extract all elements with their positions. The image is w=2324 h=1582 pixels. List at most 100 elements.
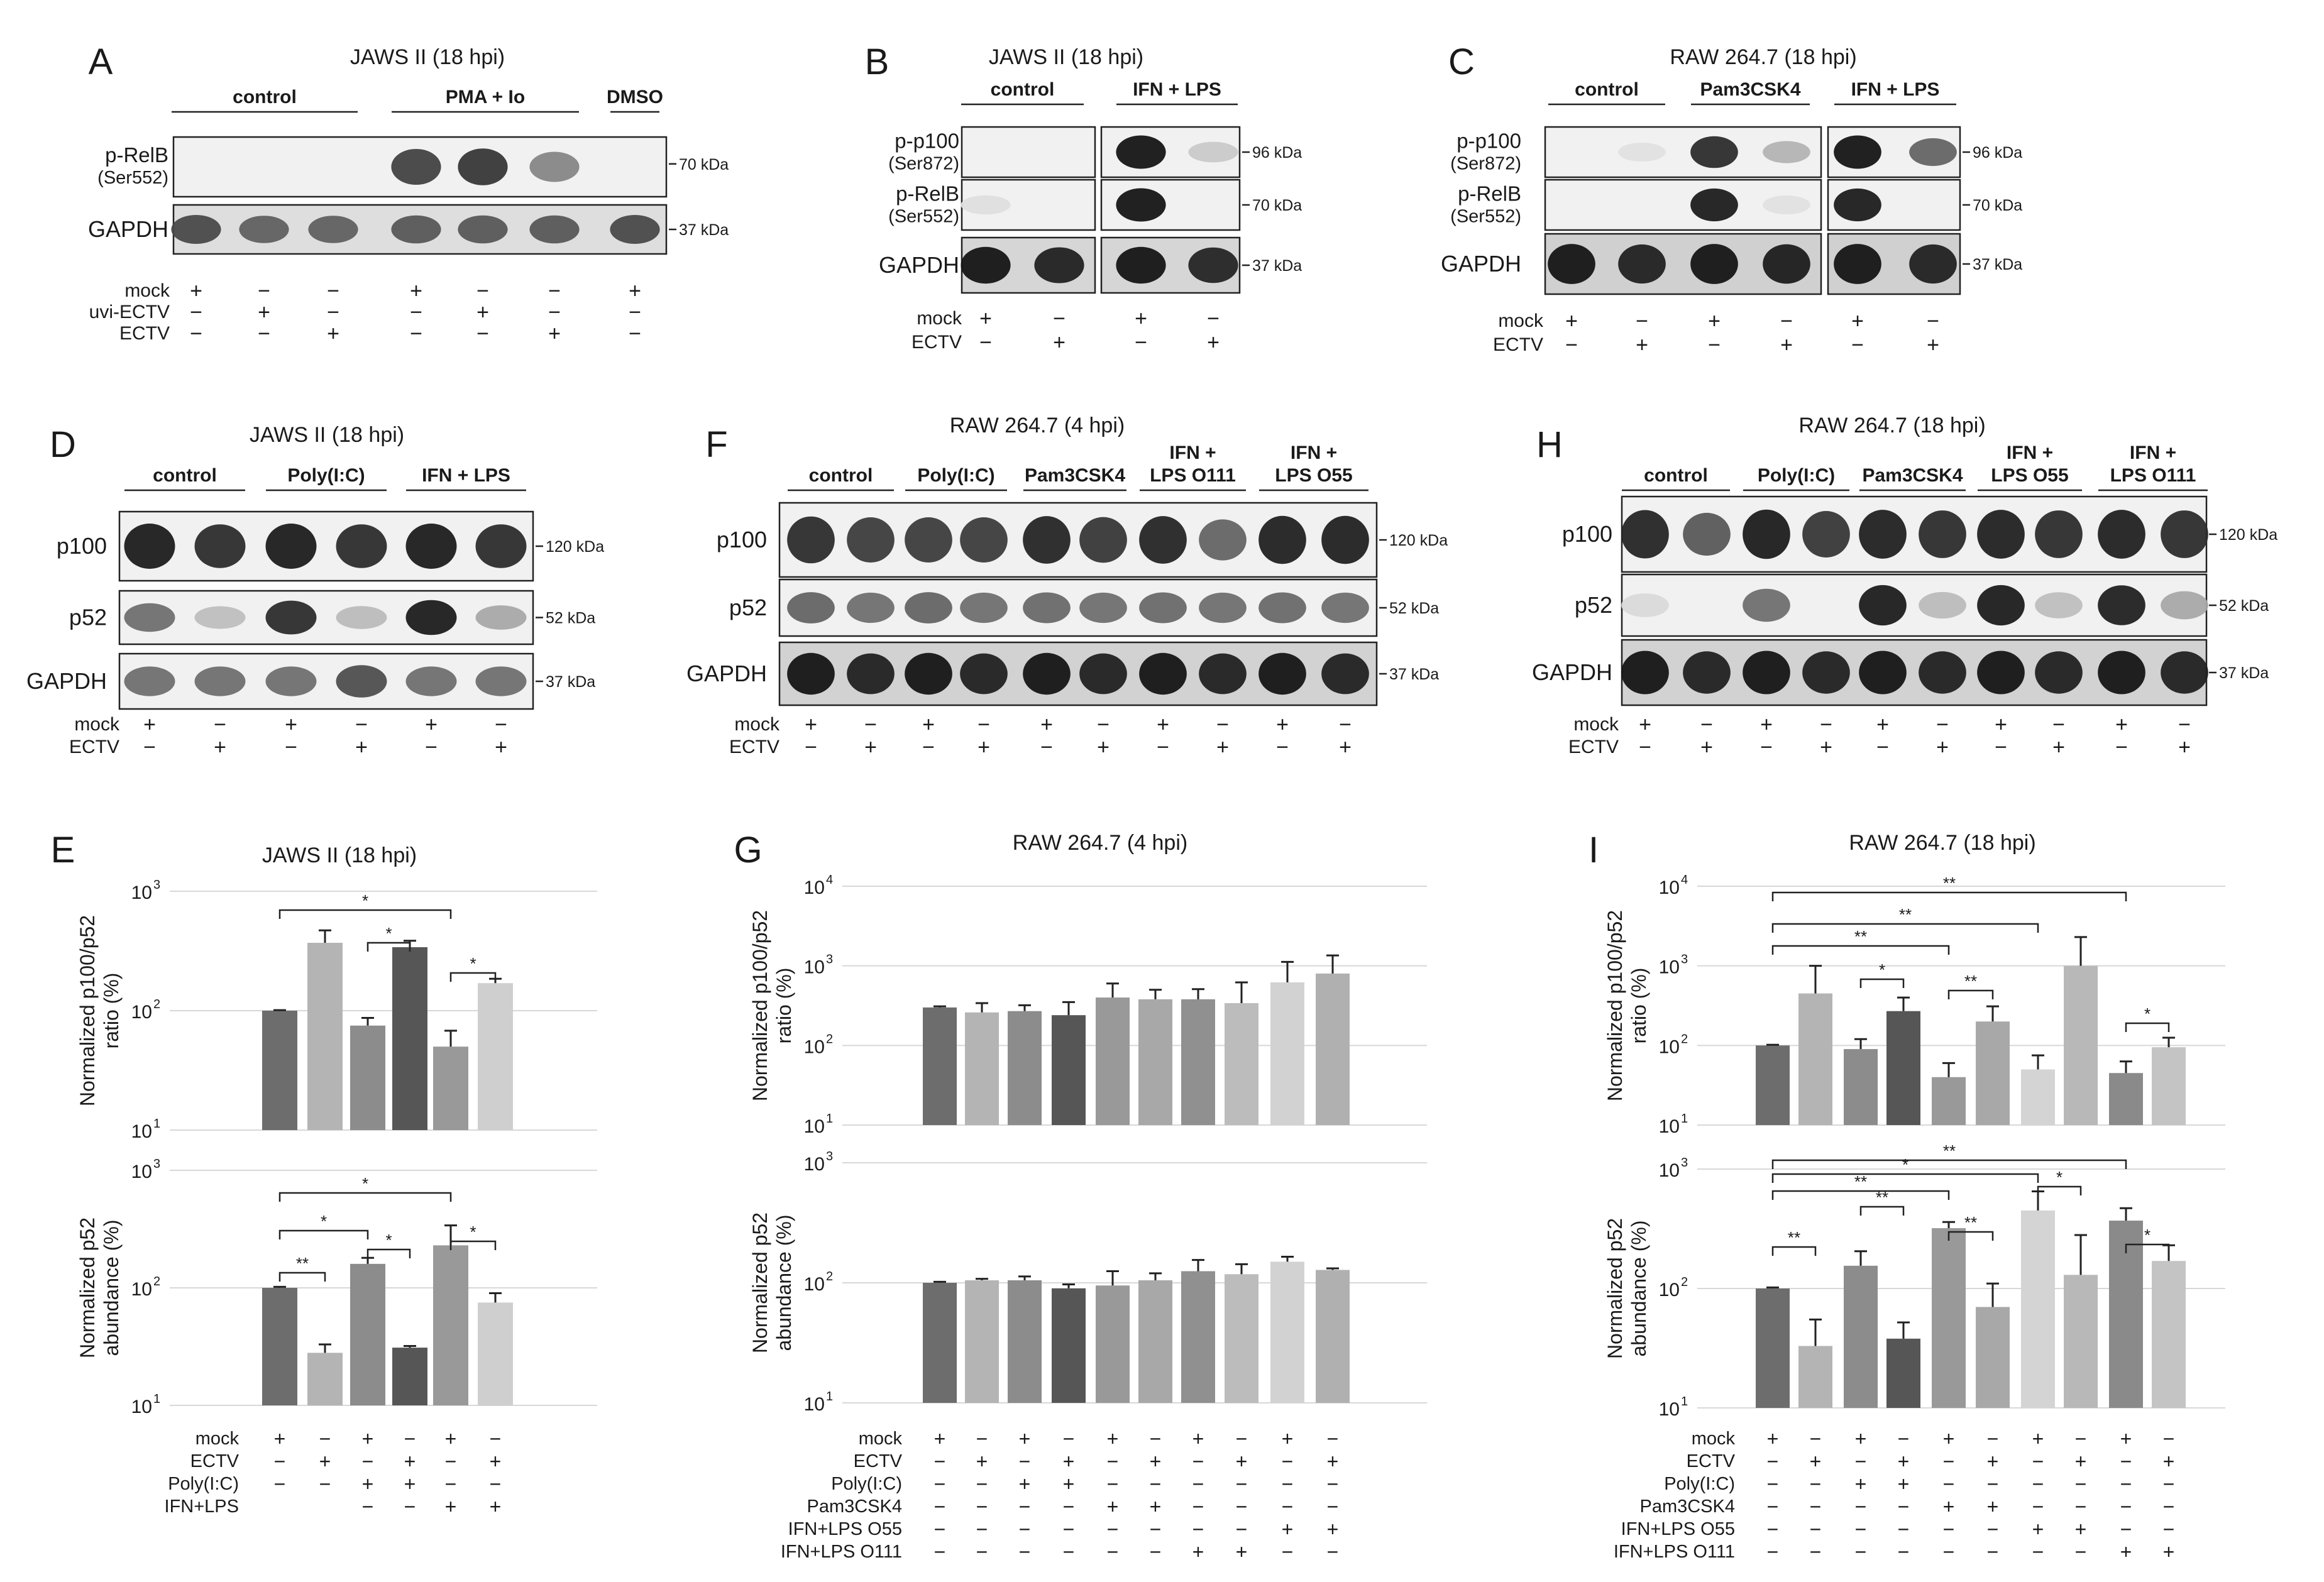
condition-sign: − — [1282, 1473, 1294, 1495]
condition-sign: − — [2163, 1473, 2175, 1495]
blot-band — [1690, 188, 1738, 222]
condition-label: mock — [917, 308, 962, 329]
condition-sign: − — [2120, 1473, 2132, 1495]
bar-0 — [262, 1011, 297, 1130]
blot-band — [1116, 246, 1166, 284]
y-axis-label-line2: ratio (%) — [773, 968, 795, 1044]
blot-band — [1321, 515, 1369, 564]
condition-sign: + — [1019, 1427, 1031, 1450]
y-tick-base: 10 — [131, 882, 152, 903]
significance-bracket — [1947, 989, 1994, 999]
blot-band — [475, 605, 527, 630]
condition-sign: + — [1936, 735, 1949, 759]
condition-sign: − — [1063, 1427, 1075, 1450]
blot-band — [265, 524, 317, 569]
condition-sign: − — [1150, 1473, 1162, 1495]
condition-sign: − — [2032, 1473, 2044, 1495]
blot-group-label: Poly(I:C) — [917, 465, 994, 486]
blot-band — [1919, 510, 1966, 558]
condition-sign: − — [934, 1473, 946, 1495]
row-label: GAPDH — [686, 661, 767, 686]
condition-sign: − — [1282, 1541, 1294, 1563]
blot-band — [961, 246, 1011, 284]
y-tick-base: 10 — [131, 1162, 152, 1182]
condition-sign: − — [445, 1450, 457, 1473]
condition-sign: − — [1855, 1518, 1867, 1541]
condition-sign: + — [1780, 333, 1793, 357]
y-tick-base: 10 — [131, 1121, 152, 1142]
blot-band — [124, 666, 175, 696]
blot-band — [787, 592, 835, 623]
y-axis-label-line1: Normalized p52 — [76, 1217, 99, 1358]
condition-sign: − — [922, 735, 935, 759]
condition-sign: + — [319, 1450, 331, 1473]
condition-sign: − — [2163, 1518, 2175, 1541]
y-tick-exp: 3 — [1681, 953, 1688, 967]
blot-band — [391, 149, 441, 185]
blot-membrane — [961, 126, 1096, 179]
blot-band — [1034, 247, 1084, 283]
bar-3 — [1052, 1288, 1086, 1403]
condition-sign: − — [1987, 1518, 1999, 1541]
condition-sign: − — [548, 279, 561, 303]
condition-sign: + — [2163, 1541, 2175, 1563]
significance-bracket — [1771, 891, 2127, 901]
condition-sign: + — [1150, 1495, 1162, 1518]
condition-sign: + — [1150, 1450, 1162, 1473]
bar-5 — [1976, 1021, 2010, 1125]
condition-sign: + — [1639, 713, 1651, 737]
blot-band — [1802, 511, 1850, 558]
bar-6 — [2021, 1069, 2055, 1125]
condition-sign: − — [1192, 1450, 1204, 1473]
bar-5 — [478, 1302, 513, 1405]
blot-band — [960, 653, 1008, 695]
condition-sign: + — [362, 1473, 374, 1495]
condition-sign: − — [362, 1450, 374, 1473]
condition-sign: − — [1040, 735, 1053, 759]
condition-sign: − — [1327, 1495, 1339, 1518]
blot-band — [458, 215, 508, 244]
condition-sign: − — [979, 331, 992, 354]
blot-band — [405, 524, 457, 569]
condition-sign: + — [1810, 1450, 1822, 1473]
blot-band — [336, 606, 387, 629]
significance-bracket — [1771, 1190, 1950, 1200]
blot-band — [124, 524, 175, 569]
blot-band — [1621, 510, 1669, 559]
condition-label: mock — [1692, 1429, 1736, 1449]
condition-sign: + — [355, 735, 368, 759]
chart-title: RAW 264.7 (4 hpi) — [1013, 831, 1187, 855]
blot-band — [847, 517, 895, 563]
condition-label: IFN+LPS O111 — [1614, 1542, 1735, 1562]
bar-9 — [2152, 1047, 2186, 1125]
condition-sign: + — [1927, 333, 1939, 357]
condition-sign: − — [355, 713, 368, 737]
blot-band — [2035, 592, 2083, 618]
condition-sign: − — [2120, 1518, 2132, 1541]
significance-bracket — [278, 1192, 452, 1202]
y-axis-label-line2: ratio (%) — [100, 973, 123, 1049]
condition-sign: + — [143, 713, 156, 737]
significance-bracket — [1947, 1231, 1994, 1241]
condition-sign: − — [1767, 1495, 1779, 1518]
condition-sign: + — [805, 713, 817, 737]
kda-label: 52 kDa — [546, 610, 595, 627]
condition-sign: − — [1943, 1518, 1955, 1541]
condition-sign: + — [1063, 1450, 1075, 1473]
condition-sign: − — [1207, 307, 1220, 331]
significance-bracket — [278, 909, 452, 919]
significance-label: ** — [1964, 972, 1977, 991]
condition-label: mock — [124, 280, 170, 301]
y-axis-label-line1: Normalized p52 — [1604, 1218, 1626, 1359]
condition-sign: + — [362, 1427, 374, 1450]
significance-label: ** — [1899, 905, 1912, 924]
condition-sign: + — [1107, 1495, 1119, 1518]
condition-sign: − — [1987, 1427, 1999, 1450]
bar-2 — [1844, 1265, 1878, 1408]
condition-sign: − — [2075, 1427, 2087, 1450]
condition-sign: − — [214, 713, 226, 737]
significance-label: ** — [1943, 874, 1956, 893]
condition-sign: − — [327, 279, 339, 303]
condition-sign: − — [1019, 1495, 1031, 1518]
